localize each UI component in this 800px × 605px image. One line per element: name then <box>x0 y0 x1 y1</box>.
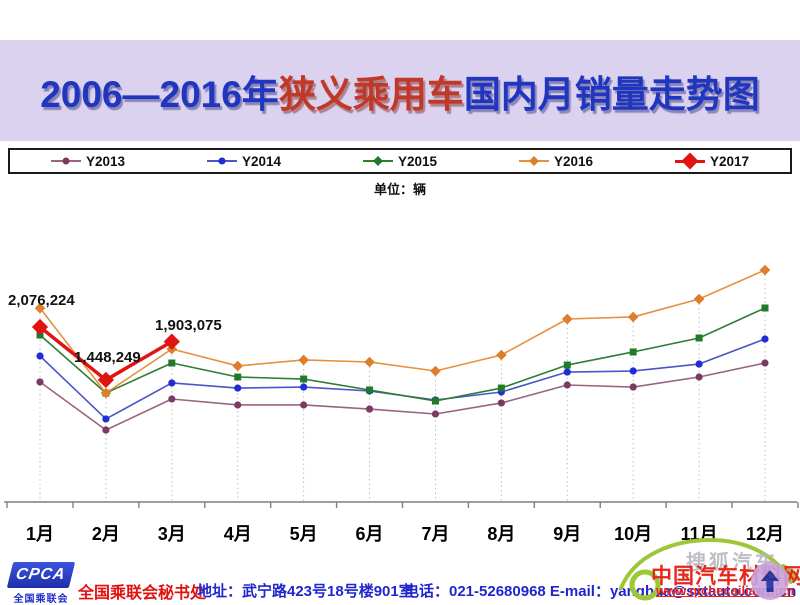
legend-marker-y2017-icon <box>674 152 705 170</box>
x-axis-label-10: 10月 <box>614 524 653 544</box>
legend-item-y2016: Y2016 <box>478 154 634 169</box>
cpca-logo-text: CPCA <box>14 566 68 583</box>
secretariat-label: 全国乘联会秘书处 <box>78 585 207 602</box>
legend-label: Y2013 <box>85 153 126 169</box>
data-label-2月: 1,448,249 <box>74 349 141 366</box>
contact-text: 电话：021-52680968 E-mail：yanghua@sxtauto.c… <box>404 583 797 600</box>
x-axis-label-8: 8月 <box>487 524 516 544</box>
x-axis-label-6: 6月 <box>355 524 384 544</box>
legend-marker-y2013-icon <box>50 157 81 165</box>
x-axis-label-1: 1月 <box>25 524 54 544</box>
x-axis-label-3: 3月 <box>157 524 186 544</box>
title-suffix: 国内月销量走势图 <box>463 73 760 115</box>
x-axis-label-4: 4月 <box>223 524 252 544</box>
cpca-logo: CPCA <box>6 562 76 588</box>
address-text: 地址：武宁路423号18号楼901室 <box>197 583 414 600</box>
up-arrow-icon <box>761 570 779 592</box>
legend-item-y2013: Y2013 <box>10 154 166 169</box>
x-axis-label-2: 2月 <box>91 524 120 544</box>
cpca-logo-subtitle: 全国乘联会 <box>13 594 69 605</box>
x-axis-label-7: 7月 <box>421 524 450 544</box>
legend-marker-y2016-icon <box>518 156 549 166</box>
x-axis-label-5: 5月 <box>289 524 318 544</box>
legend-label: Y2015 <box>397 153 438 169</box>
legend-marker-y2014-icon <box>206 157 237 165</box>
legend-marker-y2015-icon <box>362 156 393 166</box>
legend-label: Y2016 <box>553 153 594 169</box>
page-title: 2006—2016年狭义乘用车国内月销量走势图 <box>40 64 760 118</box>
x-axis-label-9: 9月 <box>553 524 582 544</box>
title-band: 2006—2016年狭义乘用车国内月销量走势图 <box>0 40 800 141</box>
unit-label: 单位：辆 <box>373 182 426 197</box>
back-to-top-button[interactable] <box>751 562 789 600</box>
legend-label: Y2017 <box>709 153 750 169</box>
data-label-3月: 1,903,075 <box>155 317 222 334</box>
chart-legend: Y2013 Y2014 Y2015 Y2016 Y2017 <box>8 148 792 174</box>
data-label-1月: 2,076,224 <box>8 292 75 309</box>
legend-item-y2014: Y2014 <box>166 154 322 169</box>
line-chart <box>4 264 799 508</box>
title-prefix: 2006—2016年 <box>40 73 279 115</box>
x-axis-label-12: 12月 <box>745 524 784 544</box>
x-axis-label-11: 11月 <box>680 524 718 544</box>
legend-label: Y2014 <box>241 153 282 169</box>
legend-item-y2017: Y2017 <box>634 152 790 170</box>
title-highlight: 狭义乘用车 <box>278 73 464 115</box>
legend-item-y2015: Y2015 <box>322 154 478 169</box>
